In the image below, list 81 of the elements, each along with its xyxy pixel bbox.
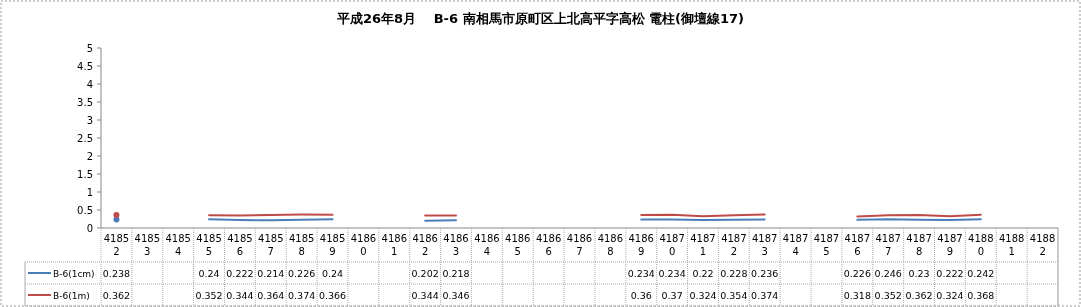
x-tick-label: 41865 <box>505 233 531 257</box>
data-label: 0.318 <box>843 290 871 301</box>
y-tick-label: 3 <box>86 115 93 126</box>
x-tick-label: 41879 <box>937 233 963 257</box>
data-label: 0.352 <box>195 290 223 301</box>
y-tick-label: 2 <box>86 151 93 162</box>
x-tick-label: 41868 <box>597 233 624 257</box>
data-label: 0.36 <box>630 290 652 301</box>
x-tick-label: 41873 <box>752 233 778 257</box>
x-tick-label: 41857 <box>258 233 284 257</box>
x-tick-label: 41863 <box>443 233 469 257</box>
x-tick-label: 41858 <box>288 233 315 257</box>
data-label: 0.246 <box>874 268 902 279</box>
data-label: 0.242 <box>967 268 995 279</box>
x-tick-label: 41870 <box>659 233 685 257</box>
data-label: 0.368 <box>967 290 995 301</box>
x-tick-label: 41862 <box>412 233 438 257</box>
data-label: 0.344 <box>411 290 439 301</box>
x-tick-label: 41878 <box>906 233 932 257</box>
data-label: 0.37 <box>661 290 683 301</box>
data-label: 0.354 <box>720 290 748 301</box>
x-tick-label: 41859 <box>319 233 346 257</box>
x-tick-label: 41882 <box>1029 233 1056 257</box>
x-tick-label: 41872 <box>721 233 747 257</box>
x-tick-label: 41869 <box>628 233 654 257</box>
data-label: 0.366 <box>318 290 347 301</box>
data-label: 0.238 <box>102 268 131 279</box>
x-tick-label: 41852 <box>103 233 130 257</box>
x-tick-label: 41867 <box>566 233 593 257</box>
y-tick-label: 1.5 <box>77 169 93 180</box>
legend-label: B-6(1m) <box>53 291 90 301</box>
x-tick-label: 41881 <box>998 233 1025 257</box>
data-label: 0.222 <box>226 268 254 279</box>
data-label: 0.324 <box>936 290 964 301</box>
y-tick-label: 3.5 <box>77 97 93 108</box>
chart-title: 平成26年8月 B-6 南相馬市原町区上北高平字高松 電柱(御壇線17) <box>335 11 745 26</box>
x-tick-label: 41854 <box>165 233 191 257</box>
data-label: 0.22 <box>692 268 714 279</box>
y-tick-label: 1 <box>86 187 93 198</box>
legend-label: B-6(1cm) <box>53 269 95 279</box>
data-label: 0.374 <box>288 290 316 301</box>
x-tick-label: 41853 <box>134 233 161 257</box>
y-tick-label: 5 <box>86 43 93 54</box>
data-label: 0.234 <box>658 268 686 279</box>
data-label: 0.346 <box>442 290 470 301</box>
y-tick-label: 2.5 <box>77 133 93 144</box>
data-label: 0.362 <box>905 290 933 301</box>
x-tick-label: 41860 <box>350 233 377 257</box>
x-tick-label: 41874 <box>782 233 809 257</box>
data-label: 0.24 <box>198 268 220 279</box>
x-tick-label: 41871 <box>690 233 716 257</box>
data-label: 0.374 <box>751 290 779 301</box>
data-label: 0.364 <box>257 290 285 301</box>
x-tick-label: 41864 <box>474 233 500 257</box>
x-tick-label: 41876 <box>844 233 871 257</box>
data-label: 0.352 <box>874 290 902 301</box>
data-label: 0.234 <box>627 268 655 279</box>
y-tick-label: 0 <box>86 223 93 234</box>
data-label: 0.324 <box>689 290 717 301</box>
data-label: 0.214 <box>257 268 285 279</box>
data-label: 0.344 <box>226 290 254 301</box>
data-label: 0.226 <box>288 268 316 279</box>
x-tick-label: 41877 <box>875 233 901 257</box>
x-tick-label: 41866 <box>535 233 562 257</box>
y-tick-label: 4.5 <box>77 61 93 72</box>
y-tick-label: 0.5 <box>77 205 93 216</box>
data-label: 0.218 <box>442 268 470 279</box>
data-label: 0.226 <box>843 268 871 279</box>
x-tick-label: 41856 <box>227 233 253 257</box>
x-tick-label: 41880 <box>968 233 994 257</box>
data-label: 0.228 <box>720 268 748 279</box>
data-label: 0.202 <box>411 268 439 279</box>
data-label: 0.236 <box>751 268 779 279</box>
x-tick-label: 41861 <box>381 233 407 257</box>
x-tick-label: 41855 <box>196 233 222 257</box>
data-label: 0.24 <box>321 268 344 279</box>
data-label: 0.23 <box>908 268 930 279</box>
data-label: 0.362 <box>102 290 131 301</box>
data-label: 0.222 <box>936 268 964 279</box>
x-tick-label: 41875 <box>813 233 840 257</box>
y-tick-label: 4 <box>86 79 93 90</box>
